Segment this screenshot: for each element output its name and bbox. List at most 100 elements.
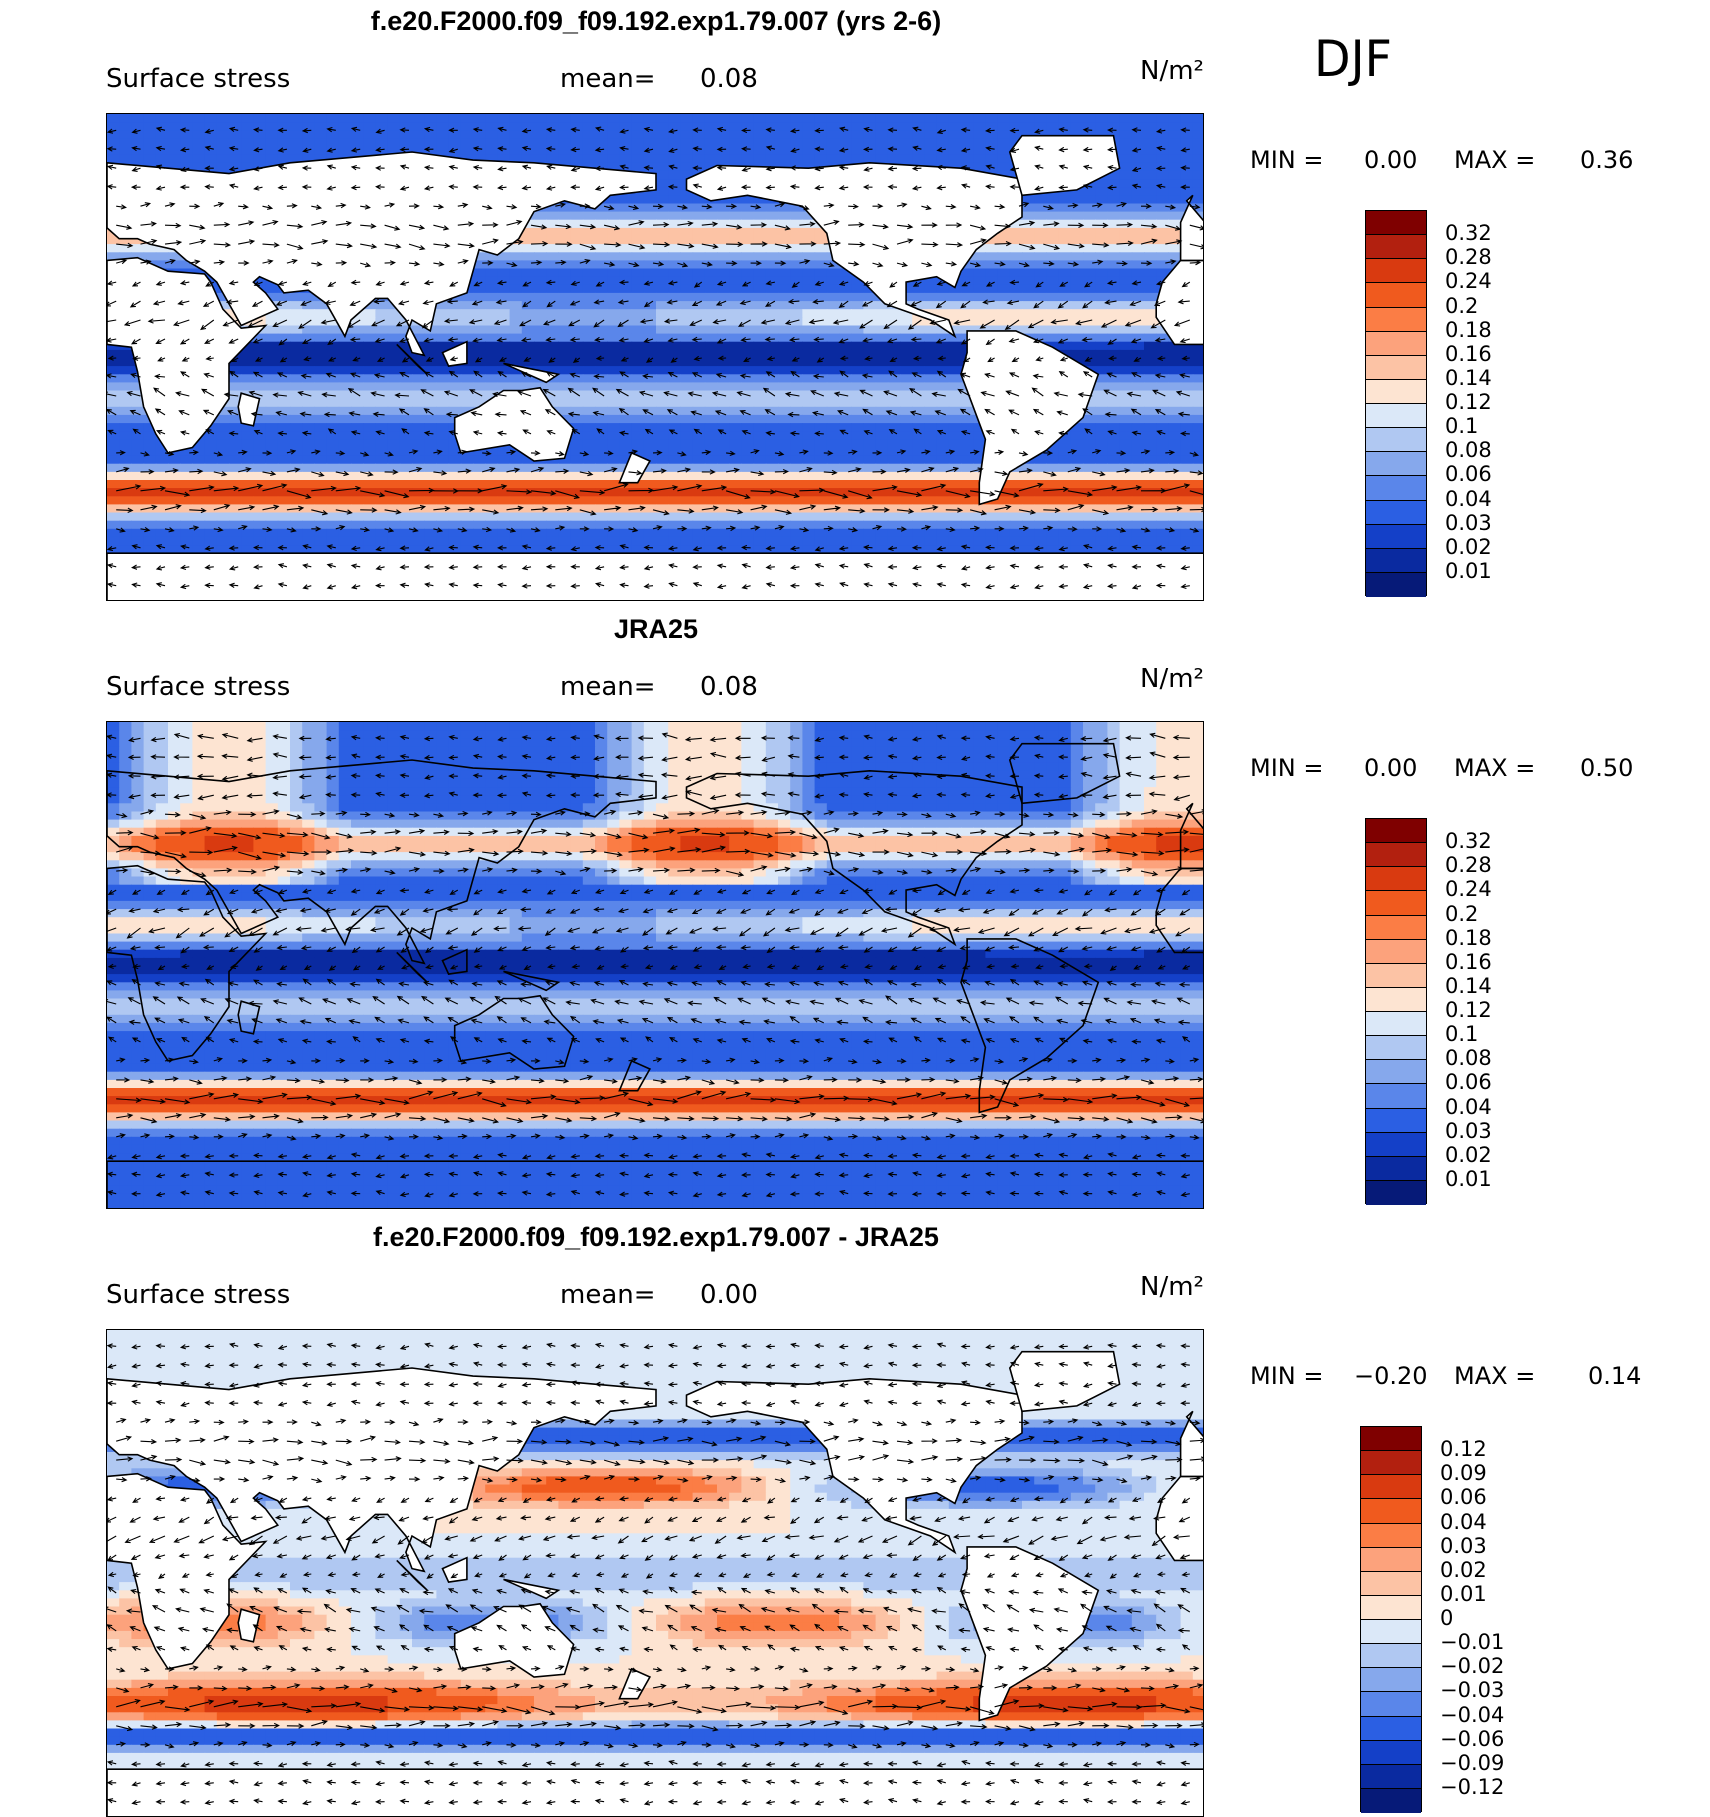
panel-1-units: N/m² xyxy=(1140,56,1204,86)
panel-2-title: JRA25 xyxy=(106,614,1206,645)
colorbar-swatch xyxy=(1361,1451,1421,1475)
panel-3-variable: Surface stress xyxy=(106,1280,290,1310)
panel-1-title: f.e20.F2000.f09_f09.192.exp1.79.007 (yrs… xyxy=(106,6,1206,37)
colorbar-swatch xyxy=(1361,1668,1421,1692)
colorbar-swatch xyxy=(1366,988,1426,1012)
colorbar-swatch xyxy=(1366,525,1426,549)
colorbar-label: 0 xyxy=(1440,1606,1453,1630)
colorbar-swatch xyxy=(1366,1012,1426,1036)
colorbar-label: 0.24 xyxy=(1445,269,1492,293)
colorbar-swatch xyxy=(1361,1741,1421,1765)
panel-3-map xyxy=(106,1329,1204,1817)
panel-2-min-value: 0.00 xyxy=(1364,754,1417,782)
colorbar-label: 0.1 xyxy=(1445,414,1478,438)
panel-2-mean-value: 0.08 xyxy=(700,672,758,702)
panel-2-max-label: MAX = xyxy=(1454,754,1535,782)
colorbar-swatch xyxy=(1366,843,1426,867)
colorbar-label: 0.01 xyxy=(1445,559,1492,583)
panel-3-mean-label: mean= xyxy=(560,1280,656,1310)
panel-1-mean-label: mean= xyxy=(560,64,656,94)
colorbar-swatch xyxy=(1366,1084,1426,1108)
colorbar-label: 0.02 xyxy=(1440,1558,1487,1582)
colorbar-label: 0.28 xyxy=(1445,245,1492,269)
colorbar-swatch xyxy=(1361,1717,1421,1741)
colorbar-label: 0.1 xyxy=(1445,1022,1478,1046)
colorbar-swatch xyxy=(1366,819,1426,843)
colorbar-swatch xyxy=(1366,1109,1426,1133)
colorbar-label: 0.32 xyxy=(1445,221,1492,245)
map-svg xyxy=(107,1330,1204,1817)
panel-1-max-value: 0.36 xyxy=(1580,146,1633,174)
panel-2-map xyxy=(106,721,1204,1209)
colorbar-label: 0.16 xyxy=(1445,342,1492,366)
colorbar-swatch xyxy=(1366,1181,1426,1205)
colorbar-label: 0.04 xyxy=(1445,487,1492,511)
panel-3-min-value: −0.20 xyxy=(1354,1362,1428,1390)
panel-1-min-value: 0.00 xyxy=(1364,146,1417,174)
colorbar-swatch xyxy=(1366,428,1426,452)
colorbar-swatch xyxy=(1366,404,1426,428)
colorbar-label: 0.2 xyxy=(1445,294,1478,318)
colorbar-swatch xyxy=(1361,1644,1421,1668)
colorbar-swatch xyxy=(1361,1548,1421,1572)
panel-2-units: N/m² xyxy=(1140,664,1204,694)
colorbar-swatch xyxy=(1366,549,1426,573)
panel-1-min-label: MIN = xyxy=(1250,146,1323,174)
colorbar-label: 0.16 xyxy=(1445,950,1492,974)
colorbar-label: −0.04 xyxy=(1440,1703,1504,1727)
colorbar-label: 0.04 xyxy=(1445,1095,1492,1119)
colorbar-swatch xyxy=(1366,501,1426,525)
colorbar-label: 0.03 xyxy=(1440,1534,1487,1558)
colorbar-swatch xyxy=(1366,356,1426,380)
colorbar-swatch xyxy=(1366,1036,1426,1060)
panel-3-max-value: 0.14 xyxy=(1588,1362,1641,1390)
colorbar-swatch xyxy=(1366,332,1426,356)
colorbar-label: 0.02 xyxy=(1445,1143,1492,1167)
colorbar-label: 0.14 xyxy=(1445,366,1492,390)
colorbar-label: 0.28 xyxy=(1445,853,1492,877)
panel-3-title: f.e20.F2000.f09_f09.192.exp1.79.007 - JR… xyxy=(106,1222,1206,1253)
colorbar-label: 0.12 xyxy=(1445,390,1492,414)
panel-1-mean-value: 0.08 xyxy=(700,64,758,94)
colorbar-swatch xyxy=(1361,1427,1421,1451)
colorbar-swatch xyxy=(1361,1692,1421,1716)
colorbar-swatches xyxy=(1360,1426,1422,1812)
colorbar-swatch xyxy=(1366,1060,1426,1084)
colorbar-label: 0.18 xyxy=(1445,318,1492,342)
colorbar-label: 0.04 xyxy=(1440,1510,1487,1534)
colorbar-label: 0.02 xyxy=(1445,535,1492,559)
colorbar-swatches xyxy=(1365,210,1427,596)
colorbar-swatch xyxy=(1366,211,1426,235)
colorbar-label: 0.03 xyxy=(1445,1119,1492,1143)
panel-2-mean-label: mean= xyxy=(560,672,656,702)
colorbar-swatch xyxy=(1361,1499,1421,1523)
panel-2-min-label: MIN = xyxy=(1250,754,1323,782)
colorbar-swatch xyxy=(1366,1133,1426,1157)
colorbar-swatch xyxy=(1361,1524,1421,1548)
colorbar-swatch xyxy=(1361,1596,1421,1620)
season-label: DJF xyxy=(1314,30,1392,88)
colorbar-label: 0.08 xyxy=(1445,1046,1492,1070)
colorbar-swatch xyxy=(1366,916,1426,940)
colorbar-label: 0.24 xyxy=(1445,877,1492,901)
colorbar-swatch xyxy=(1361,1620,1421,1644)
panel-3-mean-value: 0.00 xyxy=(700,1280,758,1310)
panel-2-variable: Surface stress xyxy=(106,672,290,702)
colorbar-swatch xyxy=(1366,259,1426,283)
colorbar-label: 0.06 xyxy=(1440,1485,1487,1509)
map-svg xyxy=(107,114,1204,601)
panel-3-units: N/m² xyxy=(1140,1272,1204,1302)
colorbar-label: −0.12 xyxy=(1440,1775,1504,1799)
colorbar-label: 0.01 xyxy=(1440,1582,1487,1606)
colorbar-label: 0.06 xyxy=(1445,1070,1492,1094)
colorbar-label: 0.09 xyxy=(1440,1461,1487,1485)
colorbar-swatch xyxy=(1366,940,1426,964)
colorbar-swatch xyxy=(1361,1572,1421,1596)
colorbar-swatch xyxy=(1366,1157,1426,1181)
panel-2-max-value: 0.50 xyxy=(1580,754,1633,782)
colorbar-swatch xyxy=(1361,1765,1421,1789)
colorbar-label: −0.09 xyxy=(1440,1751,1504,1775)
colorbar-label: 0.12 xyxy=(1440,1437,1487,1461)
colorbar-swatch xyxy=(1366,573,1426,597)
panel-1-map xyxy=(106,113,1204,601)
